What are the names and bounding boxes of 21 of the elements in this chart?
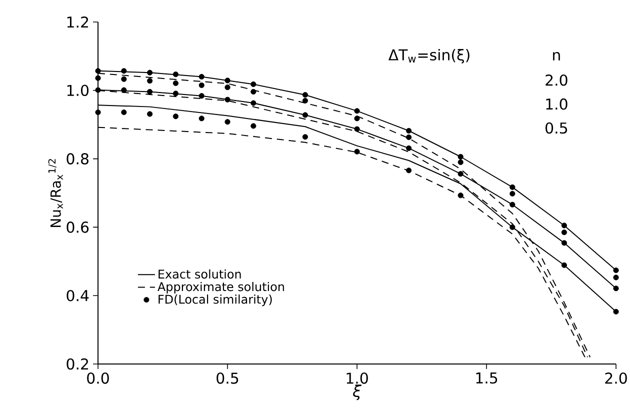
x-tick-label: 1.0 <box>346 372 368 384</box>
x-tick-label: 0.5 <box>216 372 238 384</box>
y-tick-label: 0.8 <box>66 153 88 164</box>
y-tick-label: 0.4 <box>66 290 89 302</box>
legend-label: Exact solution <box>158 269 241 279</box>
legend-label: Approximate solution <box>158 282 284 294</box>
annotation: 1.0 <box>546 98 568 110</box>
legend-label: FD(Local similarity) <box>158 294 272 306</box>
annotation: 2.0 <box>546 74 568 86</box>
x-axis-title: ξ <box>353 384 362 400</box>
x-tick-label: 2.0 <box>605 372 627 384</box>
y-tick-label: 1.0 <box>67 84 89 96</box>
annotation: 0.5 <box>546 122 568 134</box>
annotation: ΔT$_{w}$=sin(ξ) <box>388 48 470 64</box>
x-tick-label: 1.5 <box>476 372 498 384</box>
y-tick-label: 1.2 <box>67 16 88 28</box>
y-axis-title: Nu$_{x}$/Ra$_{x}$1/2 <box>48 159 63 227</box>
y-tick-label: 0.6 <box>66 222 89 233</box>
y-tick-label: 0.2 <box>66 358 88 370</box>
annotation: n <box>553 52 560 60</box>
x-tick-label: 0.0 <box>87 372 109 384</box>
